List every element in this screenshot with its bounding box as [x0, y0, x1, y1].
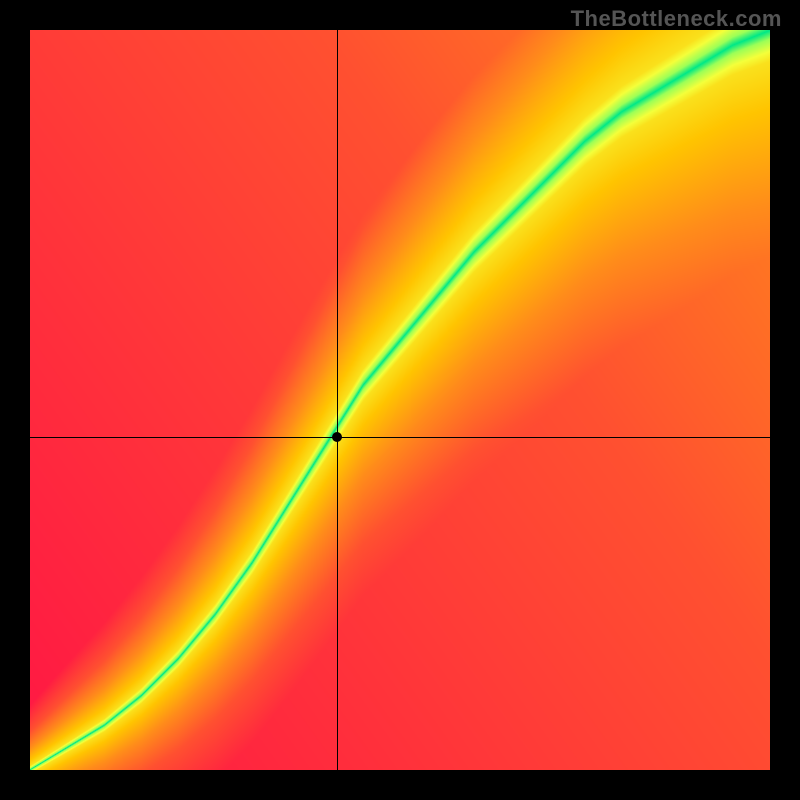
crosshair-vertical [337, 30, 338, 770]
heatmap-canvas [30, 30, 770, 770]
heatmap-plot [30, 30, 770, 770]
watermark: TheBottleneck.com [571, 6, 782, 32]
crosshair-horizontal [30, 437, 770, 438]
crosshair-marker [332, 432, 342, 442]
